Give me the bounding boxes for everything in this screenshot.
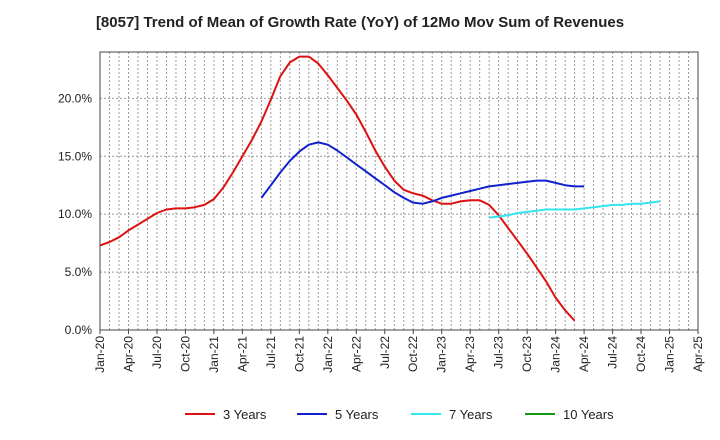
series-line-7-years <box>489 200 661 219</box>
y-tick-label: 5.0% <box>65 265 93 279</box>
legend: 3 Years 5 Years 7 Years 10 Years <box>185 407 614 422</box>
legend-label: 3 Years <box>223 407 267 422</box>
plot-frame <box>99 51 699 331</box>
y-tick-label: 20.0% <box>58 91 92 105</box>
x-tick-label: Oct-22 <box>406 336 420 372</box>
x-tick-label: Jan-20 <box>93 336 107 373</box>
y-axis: 0.0% 5.0% 10.0% 15.0% 20.0% <box>58 91 92 337</box>
x-tick-label: Jul-20 <box>150 336 164 369</box>
chart-title: [8057] Trend of Mean of Growth Rate (YoY… <box>95 14 625 31</box>
x-tick-label: Jul-22 <box>378 336 392 369</box>
series-line-5-years <box>260 141 585 205</box>
x-tick-label: Apr-24 <box>577 336 591 372</box>
x-tick-label: Apr-25 <box>691 336 705 372</box>
x-tick-label: Oct-21 <box>292 336 306 372</box>
x-tick-label: Oct-24 <box>634 336 648 372</box>
x-tick-label: Oct-23 <box>520 336 534 372</box>
series-line-3-years <box>99 55 576 322</box>
x-tick-label: Oct-20 <box>178 336 192 372</box>
x-axis: Jan-20 Apr-20 Jul-20 Oct-20 Jan-21 Apr-21 Jul-… <box>93 330 705 373</box>
legend-label: 7 Years <box>449 407 493 422</box>
x-tick-label: Jul-23 <box>492 336 506 369</box>
x-tick-label: Apr-21 <box>235 336 249 372</box>
grid <box>100 52 698 330</box>
series-lines <box>99 55 661 322</box>
x-tick-label: Apr-22 <box>349 336 363 372</box>
x-tick-label: Jan-24 <box>549 336 563 373</box>
x-tick-label: Apr-23 <box>463 336 477 372</box>
x-tick-label: Jan-21 <box>207 336 221 373</box>
legend-label: 5 Years <box>335 407 379 422</box>
x-tick-label: Jul-24 <box>606 336 620 369</box>
x-tick-label: Jul-21 <box>264 336 278 369</box>
y-tick-label: 10.0% <box>58 207 92 221</box>
y-tick-label: 15.0% <box>58 149 92 163</box>
x-tick-label: Jan-23 <box>435 336 449 373</box>
legend-label: 10 Years <box>563 407 614 422</box>
x-tick-label: Jan-22 <box>321 336 335 373</box>
y-tick-label: 0.0% <box>65 323 93 337</box>
x-tick-label: Apr-20 <box>121 336 135 372</box>
x-tick-label: Jan-25 <box>663 336 677 373</box>
